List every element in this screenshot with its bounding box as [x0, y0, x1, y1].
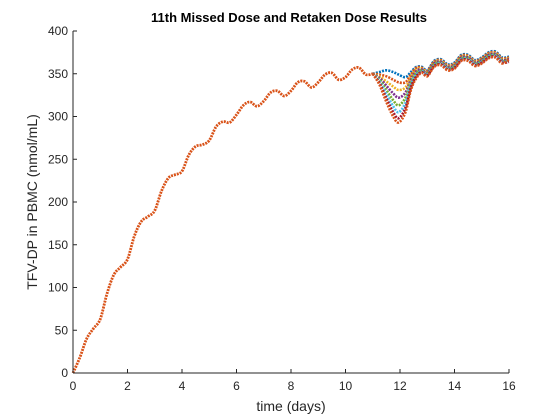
x-tick-label: 0 [70, 379, 77, 393]
chart-title: 11th Missed Dose and Retaken Dose Result… [151, 10, 427, 25]
x-tick-label: 16 [502, 379, 516, 393]
y-tick-label: 200 [48, 195, 68, 209]
scenario-series-line [371, 53, 510, 107]
x-tick-label: 4 [179, 379, 186, 393]
x-tick-label: 12 [393, 379, 407, 393]
x-tick-label: 14 [448, 379, 462, 393]
y-tick-label: 400 [48, 24, 68, 38]
series-layer [71, 49, 510, 374]
scenario-series-line [371, 54, 510, 120]
y-tick-label: 150 [48, 238, 68, 252]
y-axis-label: TFV-DP in PBMC (nmol/mL) [24, 114, 40, 290]
ticks-layer: 0 2 4 6 8 10 12 14 16 0 50 100 150 200 250 300 350 400 [48, 24, 516, 393]
baseline-series-line [71, 66, 374, 374]
scenario-series-line [372, 52, 510, 99]
y-tick-label: 100 [48, 281, 68, 295]
plot-area [73, 31, 509, 373]
scenario-series-line [371, 55, 510, 124]
x-tick-label: 6 [233, 379, 240, 393]
x-tick-label: 8 [288, 379, 295, 393]
y-tick-label: 350 [48, 67, 68, 81]
x-tick-label: 2 [124, 379, 131, 393]
y-tick-label: 250 [48, 152, 68, 166]
y-tick-label: 0 [61, 366, 68, 380]
x-axis-label: time (days) [256, 398, 325, 414]
x-tick-label: 10 [339, 379, 353, 393]
y-tick-label: 300 [48, 110, 68, 124]
y-tick-label: 50 [55, 323, 69, 337]
